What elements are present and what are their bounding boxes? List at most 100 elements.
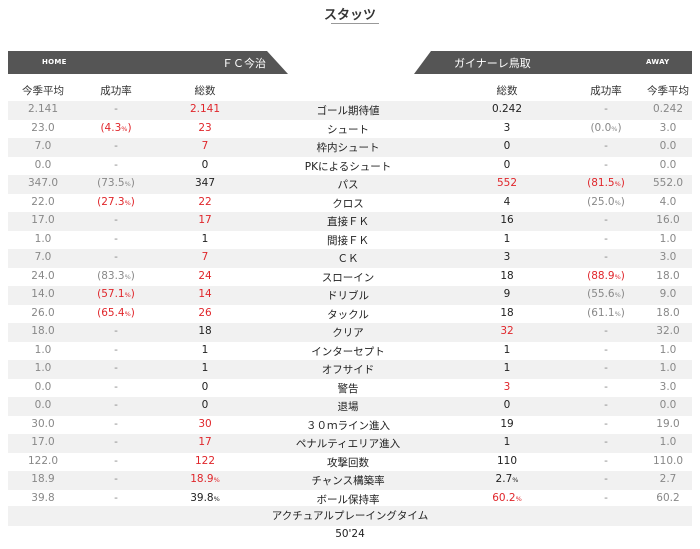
away-total: 1 [503, 232, 511, 245]
away-season-avg: 1.0 [659, 436, 677, 448]
home-total: 1 [201, 232, 209, 245]
home-season-avg: 0.0 [34, 158, 52, 171]
home-total: 17 [198, 436, 212, 448]
home-success-rate: - [114, 251, 118, 263]
away-total: 3 [503, 380, 511, 393]
away-success-rate: (25.0%) [587, 195, 625, 208]
title-underline [331, 23, 379, 24]
home-season-avg: 1.0 [34, 343, 52, 356]
stat-label: クリア [332, 327, 364, 339]
home-total: 0 [201, 399, 209, 411]
home-season-avg: 1.0 [34, 232, 52, 245]
away-success-rate: - [604, 380, 608, 393]
stats-row: 1.0 - 1 インターセプト 1 - 1.0 [8, 342, 692, 361]
home-season-avg: 23.0 [31, 121, 55, 134]
away-total: 552 [496, 177, 518, 189]
home-success-rate: - [114, 380, 118, 393]
stat-label: クロス [332, 197, 364, 210]
home-total: 122 [194, 454, 216, 467]
away-success-rate: - [604, 103, 608, 115]
stat-label: ゴール期待値 [316, 105, 380, 117]
away-total: 0.242 [491, 103, 523, 115]
away-success-rate: (61.1%) [587, 306, 625, 319]
home-season-avg: 30.0 [31, 417, 55, 430]
home-success-rate: (83.3%) [97, 269, 135, 282]
away-tag: AWAY [646, 58, 670, 66]
stats-row: 347.0 (73.5%) 347 パス 552 (81.5%) 552.0 [8, 175, 692, 194]
home-success-rate: (73.5%) [97, 177, 135, 189]
away-season-avg: 18.0 [656, 306, 680, 319]
away-season-avg: 3.0 [659, 251, 677, 263]
home-total: 0 [201, 380, 209, 393]
away-total: 1 [503, 343, 511, 356]
home-total: 7 [201, 251, 209, 263]
away-season-avg: 1.0 [659, 343, 677, 356]
away-success-rate: - [604, 325, 608, 337]
away-season-avg: 0.0 [659, 158, 677, 171]
home-success-rate: - [114, 325, 118, 337]
away-season-avg: 60.2 [656, 491, 680, 504]
away-total: 18 [500, 306, 514, 319]
away-season-avg: 0.0 [659, 140, 677, 152]
away-success-rate: - [604, 473, 608, 485]
away-season-avg: 110.0 [652, 454, 684, 467]
away-success-rate: - [604, 454, 608, 467]
header-away-total: 総数 [496, 85, 518, 97]
home-success-rate: - [114, 454, 118, 467]
home-total: 18.9% [190, 473, 220, 485]
stat-label: 警告 [337, 382, 359, 395]
stat-label: ３０ｍライン進入 [306, 419, 390, 432]
home-season-avg: 2.141 [27, 103, 59, 115]
away-season-avg: 1.0 [659, 362, 677, 374]
home-total: 0 [201, 158, 209, 171]
away-total: 0 [503, 399, 511, 411]
away-success-rate: - [604, 251, 608, 263]
home-success-rate: (4.3%) [100, 121, 132, 134]
home-season-avg: 24.0 [31, 269, 55, 282]
home-season-avg: 1.0 [34, 362, 52, 374]
stat-label: チャンス構築率 [311, 475, 385, 487]
away-success-rate: - [604, 343, 608, 356]
home-total: 22 [198, 195, 212, 208]
away-season-avg: 552.0 [652, 177, 684, 189]
away-total: 16 [500, 214, 514, 226]
away-total: 9 [503, 288, 511, 300]
away-success-rate: (88.9%) [587, 269, 625, 282]
home-success-rate: - [114, 232, 118, 245]
stat-label: ＣＫ [337, 253, 359, 265]
home-total: 26 [198, 306, 212, 319]
away-success-rate: - [604, 417, 608, 430]
home-success-rate: (27.3%) [97, 195, 135, 208]
away-success-rate: - [604, 214, 608, 226]
away-success-rate: - [604, 362, 608, 374]
stat-label: シュート [327, 123, 369, 136]
stat-label: 退場 [337, 401, 359, 413]
away-season-avg: 1.0 [659, 232, 677, 245]
home-success-rate: (57.1%) [97, 288, 135, 300]
away-team-bar: ガイナーレ鳥取 AWAY [414, 51, 692, 74]
stats-row: 2.141 - 2.141 ゴール期待値 0.242 - 0.242 [8, 101, 692, 120]
header-away-success-rate: 成功率 [590, 85, 622, 97]
stats-row: 1.0 - 1 間接ＦＫ 1 - 1.0 [8, 231, 692, 250]
home-success-rate: (65.4%) [97, 306, 135, 319]
home-success-rate: - [114, 399, 118, 411]
home-total: 2.141 [189, 103, 221, 115]
away-success-rate: (55.6%) [587, 288, 625, 300]
stats-row: 0.0 - 0 警告 3 - 3.0 [8, 379, 692, 398]
away-success-rate: - [604, 491, 608, 504]
home-success-rate: - [114, 158, 118, 171]
away-total: 110 [496, 454, 518, 467]
home-total: 17 [198, 214, 212, 226]
home-total: 1 [201, 362, 209, 374]
away-total: 4 [503, 195, 511, 208]
home-season-avg: 7.0 [34, 140, 52, 152]
stat-label: ドリブル [327, 290, 369, 302]
home-season-avg: 22.0 [31, 195, 55, 208]
home-team-bar: HOME ＦＣ今治 [8, 51, 288, 74]
actual-playing-time-label: アクチュアルプレーイングタイム [8, 506, 692, 526]
stat-label: スローイン [321, 271, 375, 284]
stat-label: 直接ＦＫ [327, 216, 369, 228]
home-season-avg: 39.8 [31, 491, 55, 504]
home-success-rate: - [114, 436, 118, 448]
away-season-avg: 3.0 [659, 380, 677, 393]
